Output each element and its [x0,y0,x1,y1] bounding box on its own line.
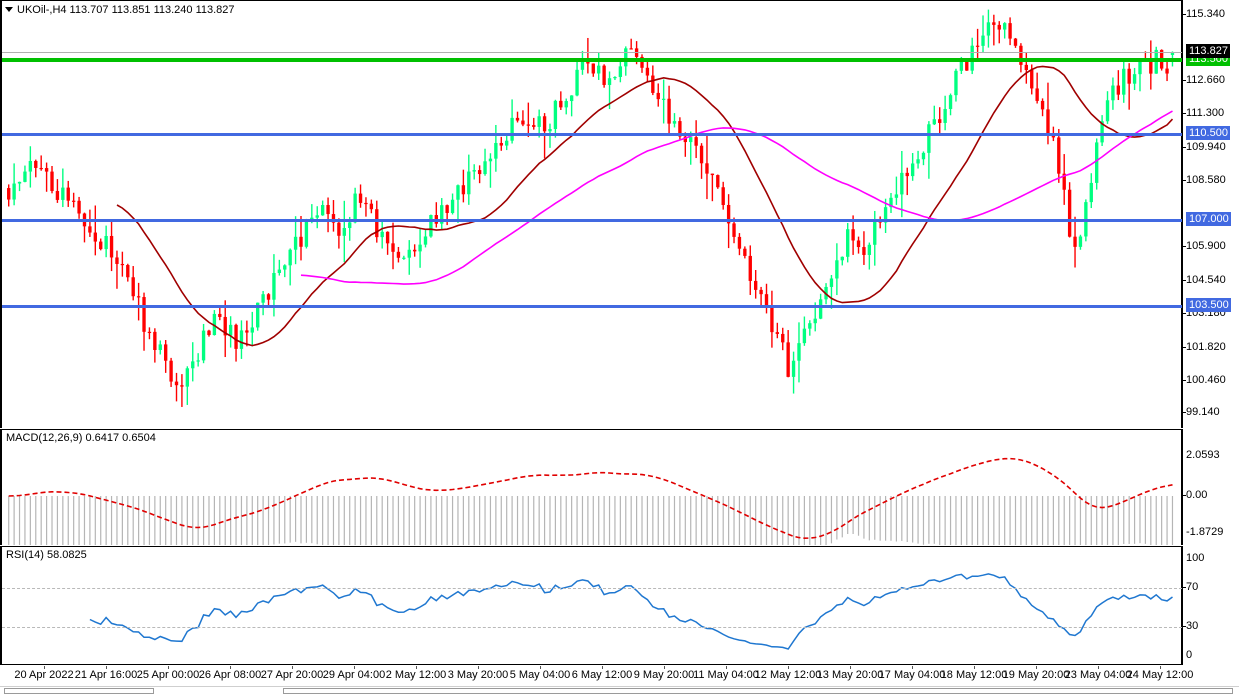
time-axis-tick [1036,666,1037,669]
time-axis-label: 12 May 12:00 [754,669,822,681]
time-axis-tick [912,666,913,669]
status-box-right [283,688,1233,694]
support-line[interactable] [2,132,1182,136]
rsi-tick-label: 30 [1182,620,1198,632]
time-axis-label: 21 Apr 16:00 [74,669,138,681]
time-axis-tick [292,666,293,669]
price-tick-label: 99.140 [1182,406,1220,418]
time-axis-tick [540,666,541,669]
rsi-level-line [2,626,1182,628]
rsi-tick-label: 0 [1186,649,1193,661]
time-axis-label: 13 May 20:00 [816,669,884,681]
time-axis-tick [416,666,417,669]
time-axis-tick [1098,666,1099,669]
support-line[interactable] [2,305,1182,309]
time-axis-label: 26 Apr 08:00 [198,669,262,681]
time-axis-tick [354,666,355,669]
support-line[interactable] [2,219,1182,223]
time-axis-label: 3 May 20:00 [447,669,509,681]
time-axis-label: 27 Apr 20:00 [260,669,324,681]
time-axis-label: 18 May 12:00 [940,669,1008,681]
time-axis-tick [602,666,603,669]
time-axis-tick [850,666,851,669]
rsi-panel[interactable]: RSI(14) 58.0825 100 70 30 0 [0,546,1239,665]
price-plot-area[interactable] [2,1,1182,428]
time-axis-label: 19 May 20:00 [1002,669,1070,681]
price-tick-label: 100.460 [1182,374,1226,386]
level-price-tag[interactable]: 107.000 [1186,212,1231,227]
resistance-line[interactable] [2,58,1182,63]
price-tick-label: 108.580 [1182,174,1226,186]
rsi-series [89,573,1173,650]
current-price-line [2,52,1182,54]
macd-tick-label: 2.0593 [1186,449,1220,461]
time-axis-label: 29 Apr 04:00 [322,669,386,681]
time-axis-label: 24 May 12:00 [1126,669,1194,681]
collapse-triangle-icon[interactable] [5,7,13,12]
time-axis-label: 2 May 12:00 [385,669,447,681]
price-tick-label: 115.340 [1182,8,1225,20]
rsi-line [89,573,1173,650]
ma-fast-line [116,65,1174,347]
macd-panel[interactable]: MACD(12,26,9) 0.6417 0.6504 2.0593 0.00 -1… [0,429,1239,545]
rsi-panel-label: RSI(14) 58.0825 [6,549,87,561]
macd-axis[interactable]: 2.0593 0.00 -1.8729 [1182,429,1239,545]
level-price-tag[interactable]: 110.500 [1186,125,1230,140]
macd-tick-label: -1.8729 [1186,526,1224,538]
time-axis-tick [168,666,169,669]
time-axis-label: 23 May 04:00 [1064,669,1132,681]
price-chart-panel[interactable]: UKOil-,H4 113.707 113.851 113.240 113.82… [0,0,1239,428]
time-axis-tick [726,666,727,669]
time-axis-tick [788,666,789,669]
price-tick-label: 104.540 [1182,274,1226,286]
rsi-plot-area[interactable] [2,547,1182,664]
time-axis-tick [230,666,231,669]
ma-slow-line [300,110,1173,285]
rsi-tick-label: 100 [1186,552,1205,564]
time-axis-label: 20 Apr 2022 [14,669,74,681]
time-axis[interactable]: 20 Apr 2022 21 Apr 16:00 25 Apr 00:00 26 Ap… [0,666,1239,688]
price-tick-label: 112.660 [1182,74,1225,86]
time-axis-label: 9 May 20:00 [633,669,695,681]
time-axis-label: 17 May 04:00 [878,669,946,681]
time-axis-tick [974,666,975,669]
rsi-tick-label: 70 [1182,581,1198,593]
macd-series [8,457,1174,545]
status-box-left [4,688,154,694]
price-tick-label: 101.820 [1182,341,1226,353]
time-axis-label: 6 May 12:00 [571,669,633,681]
time-axis-label: 25 Apr 00:00 [136,669,200,681]
price-tick-label: 109.940 [1182,141,1226,153]
time-axis-label: 5 May 04:00 [509,669,571,681]
rsi-level-line [2,588,1182,590]
time-axis-tick [106,666,107,669]
price-tick-label: 111.300 [1182,107,1224,119]
candlestick-series [7,9,1175,407]
price-axis[interactable]: 115.340 112.660 111.300 109.940 108.580 105.9… [1182,0,1239,428]
time-axis-tick [664,666,665,669]
macd-signal-line [8,457,1173,540]
time-axis-tick [478,666,479,669]
rsi-axis[interactable]: 100 70 30 0 [1182,546,1239,665]
macd-panel-label: MACD(12,26,9) 0.6417 0.6504 [6,432,156,444]
level-price-tag[interactable]: 103.500 [1186,298,1231,313]
time-axis-label: 11 May 04:00 [693,669,759,681]
price-panel-label: UKOil-,H4 113.707 113.851 113.240 113.82… [17,4,235,16]
footer-divider [0,686,1239,687]
macd-tick-label: 0.00 [1182,489,1207,501]
current-price-tag: 113.827 [1186,44,1230,59]
macd-plot-area[interactable] [2,430,1182,545]
time-axis-tick [1160,666,1161,669]
price-tick-label: 105.900 [1182,240,1226,252]
time-axis-tick [44,666,45,669]
